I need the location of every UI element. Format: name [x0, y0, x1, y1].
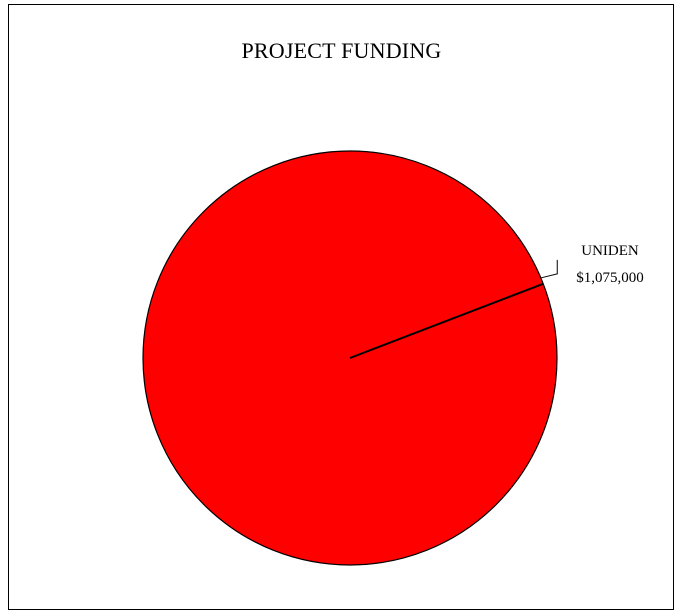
pie-slice-seam — [349, 282, 544, 359]
pie-slices-group — [142, 150, 558, 566]
chart-title: PROJECT FUNDING — [241, 38, 442, 63]
pie-label-value: $1,075,000 — [576, 270, 644, 286]
pie-label-category: UNIDEN — [581, 243, 639, 259]
pie-label-leader-line — [541, 259, 558, 279]
pie-labels-group: UNIDEN $1,075,000 — [541, 243, 644, 286]
